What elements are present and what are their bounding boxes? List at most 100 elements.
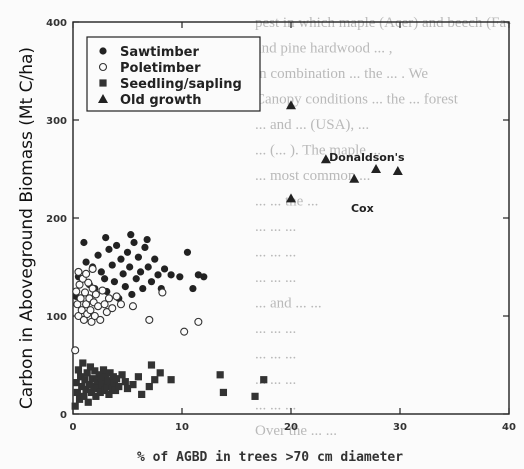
data-point — [90, 311, 99, 321]
series-seedling-sapling — [71, 359, 268, 410]
data-point — [98, 286, 107, 295]
data-point — [151, 255, 159, 263]
data-point — [102, 234, 110, 242]
data-point — [106, 369, 114, 377]
data-point — [97, 268, 105, 276]
data-point — [90, 382, 98, 391]
legend-marker — [98, 62, 108, 72]
data-point — [113, 375, 121, 383]
data-point — [116, 300, 126, 309]
data-point — [113, 241, 121, 250]
data-point — [129, 381, 137, 389]
data-point — [128, 290, 136, 299]
data-point — [98, 381, 107, 389]
data-point — [158, 288, 167, 297]
annotations: Donaldson's Cox — [329, 151, 405, 215]
background-text-line: ... ... ... — [255, 270, 296, 286]
data-point — [216, 371, 224, 379]
background-text-line: Canopy conditions ... the ... forest — [255, 92, 459, 108]
data-point — [145, 315, 154, 324]
data-point — [80, 392, 88, 400]
data-point — [123, 248, 132, 256]
data-point — [74, 366, 83, 374]
data-point — [96, 315, 105, 324]
data-point — [91, 367, 99, 375]
background-text-line: Over the ... ... — [255, 423, 337, 439]
background-text-line: ... ... ... — [255, 398, 296, 414]
legend-marker — [99, 79, 107, 87]
data-point — [100, 300, 109, 309]
data-point — [84, 278, 93, 287]
background-text-line: ... and ... (USA), ... — [255, 117, 369, 133]
data-point — [134, 373, 142, 381]
data-point — [80, 288, 90, 297]
y-tick-label: 300 — [46, 116, 67, 127]
data-point — [219, 388, 228, 397]
data-point — [72, 287, 81, 296]
data-point — [286, 100, 296, 110]
data-point — [99, 366, 108, 374]
background-text-line: ... most common ... — [255, 168, 370, 184]
data-point — [180, 327, 189, 336]
data-point — [91, 290, 100, 299]
data-point — [105, 390, 113, 398]
background-text-line: and pine hardwood ... , — [255, 41, 392, 57]
data-point — [139, 284, 147, 293]
series-old-growth — [286, 100, 403, 203]
data-point — [194, 271, 202, 279]
data-point — [147, 278, 156, 286]
data-point — [320, 154, 331, 164]
data-point — [82, 258, 90, 266]
data-point — [183, 248, 192, 256]
data-point — [95, 371, 103, 379]
data-point — [86, 363, 95, 371]
x-tick-label: 20 — [284, 422, 298, 433]
y-axis-label: Carbon in Aboveground Biomass (Mt C/ha) — [17, 47, 37, 409]
data-point — [143, 235, 151, 244]
data-point — [156, 369, 164, 377]
data-point — [77, 373, 85, 381]
data-point — [260, 376, 268, 384]
data-point — [371, 164, 382, 173]
data-point — [145, 382, 153, 391]
x-axis-label: % of AGBD in trees >70 cm diameter — [137, 450, 403, 465]
background-text-line: ... and ... ... — [255, 296, 322, 312]
legend-marker — [98, 94, 108, 103]
data-point — [76, 294, 85, 303]
data-point — [194, 317, 203, 326]
data-point — [104, 377, 112, 385]
legend-box — [86, 36, 261, 112]
data-point — [97, 375, 105, 383]
background-text-line: ... ... ... — [255, 347, 296, 363]
data-point — [80, 238, 88, 247]
data-point — [111, 386, 120, 395]
data-point — [349, 173, 360, 183]
series-poletimber — [71, 264, 203, 355]
data-point — [127, 231, 135, 239]
data-point — [104, 294, 114, 303]
data-point — [96, 388, 104, 397]
y-tick-label: 100 — [46, 312, 67, 323]
data-point — [102, 373, 110, 381]
background-text-line: ... (... ). The maple ... — [255, 143, 381, 159]
data-point — [110, 278, 119, 286]
data-point — [154, 271, 162, 279]
data-point — [71, 402, 79, 410]
data-point — [78, 382, 86, 391]
data-point — [71, 346, 80, 355]
data-point — [79, 359, 87, 367]
data-point — [160, 265, 169, 273]
data-point — [121, 378, 129, 386]
data-point — [117, 255, 125, 263]
data-point — [134, 253, 142, 261]
data-point — [87, 388, 96, 397]
data-point — [128, 302, 137, 311]
legend-label: Poletimber — [120, 61, 201, 76]
data-point — [103, 382, 111, 391]
data-point — [189, 284, 197, 293]
data-point — [89, 375, 97, 383]
data-point — [94, 302, 103, 311]
x-tick-label: 0 — [70, 422, 77, 433]
x-tick-label: 40 — [502, 422, 516, 433]
